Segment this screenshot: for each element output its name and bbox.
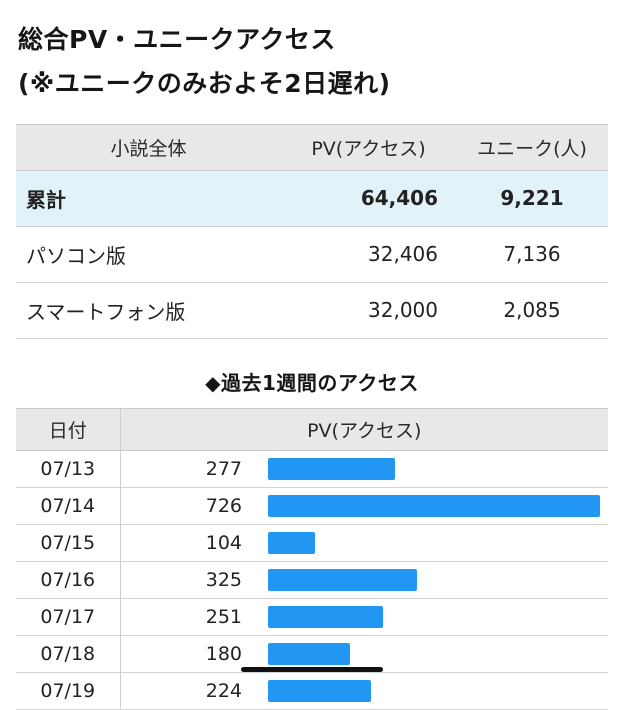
bar-cell: [258, 450, 608, 488]
pv-bar: [268, 605, 383, 628]
weekly-section-title: ◆過去1週間のアクセス: [205, 370, 419, 395]
weekly-header-date: 日付: [16, 407, 121, 451]
pv-count: 251: [120, 598, 258, 636]
date-cell: 07/13: [16, 450, 121, 488]
date-cell: 07/14: [16, 487, 121, 525]
unique-value: 9,221: [456, 170, 608, 227]
weekly-header-pv: PV(アクセス): [120, 407, 608, 451]
summary-header-label: 小説全体: [16, 123, 281, 171]
weekly-row: 07/17 251: [16, 598, 608, 636]
summary-row-pc: パソコン版 32,406 7,136: [16, 226, 608, 283]
summary-row-total: 累計 64,406 9,221: [16, 170, 608, 227]
bar-cell: [258, 561, 608, 599]
bar-cell: [258, 672, 608, 710]
weekly-access-table: 日付 PV(アクセス) 07/13 277 07/14 726 07/15 10…: [16, 407, 608, 710]
home-indicator-bar: [241, 667, 383, 672]
date-cell: 07/19: [16, 672, 121, 710]
weekly-header-row: 日付 PV(アクセス): [16, 407, 608, 451]
bar-cell: [258, 635, 608, 673]
pv-value: 64,406: [281, 170, 456, 227]
page-title-line1: 総合PV・ユニークアクセス: [18, 25, 336, 54]
unique-value: 2,085: [456, 282, 608, 339]
pv-bar: [268, 642, 351, 665]
pv-bar: [268, 679, 371, 702]
unique-value: 7,136: [456, 226, 608, 283]
pv-value: 32,406: [281, 226, 456, 283]
pv-count: 277: [120, 450, 258, 488]
date-cell: 07/15: [16, 524, 121, 562]
weekly-row: 07/13 277: [16, 450, 608, 488]
bar-cell: [258, 524, 608, 562]
summary-table: 小説全体 PV(アクセス) ユニーク(人) 累計 64,406 9,221 パソ…: [16, 123, 608, 339]
pv-count: 325: [120, 561, 258, 599]
row-label: 累計: [16, 170, 281, 227]
pv-bar: [268, 531, 316, 554]
row-label: スマートフォン版: [16, 282, 281, 339]
pv-count: 224: [120, 672, 258, 710]
date-cell: 07/17: [16, 598, 121, 636]
pv-bar: [268, 568, 417, 591]
weekly-row: 07/16 325: [16, 561, 608, 599]
pv-count: 726: [120, 487, 258, 525]
weekly-row: 07/18 180: [16, 635, 608, 673]
summary-header-unique: ユニーク(人): [456, 123, 608, 171]
date-cell: 07/16: [16, 561, 121, 599]
weekly-row: 07/15 104: [16, 524, 608, 562]
pv-bar: [268, 457, 395, 480]
pv-count: 180: [120, 635, 258, 673]
page-title: 総合PV・ユニークアクセス (※ユニークのみおよそ2日遅れ): [18, 18, 608, 106]
summary-header-pv: PV(アクセス): [281, 123, 456, 171]
page-title-line2: (※ユニークのみおよそ2日遅れ): [18, 68, 391, 98]
weekly-row: 07/14 726: [16, 487, 608, 525]
pv-count: 104: [120, 524, 258, 562]
bar-cell: [258, 487, 608, 525]
date-cell: 07/18: [16, 635, 121, 673]
bar-cell: [258, 598, 608, 636]
pv-value: 32,000: [281, 282, 456, 339]
pv-bar: [268, 494, 600, 517]
row-label: パソコン版: [16, 226, 281, 283]
summary-header-row: 小説全体 PV(アクセス) ユニーク(人): [16, 123, 608, 171]
weekly-row: 07/19 224: [16, 672, 608, 710]
summary-row-smartphone: スマートフォン版 32,000 2,085: [16, 282, 608, 339]
